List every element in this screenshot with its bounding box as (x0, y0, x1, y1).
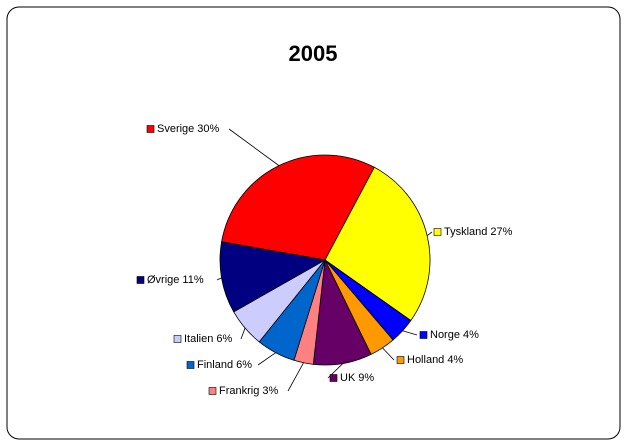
data-label: Norge 4% (430, 329, 479, 341)
category-label: Finland (197, 359, 233, 371)
category-label: Italien (184, 333, 213, 345)
value-label: 27% (490, 226, 512, 238)
legend-swatch (433, 228, 442, 236)
data-label: Øvrige 11% (147, 274, 204, 286)
leader-line (216, 277, 222, 281)
value-label: 6% (236, 359, 252, 371)
value-label: 6% (216, 333, 232, 345)
data-label: Finland 6% (197, 359, 252, 371)
data-label: UK 9% (340, 372, 374, 384)
pie-slice (324, 166, 431, 322)
category-label: Sverige (157, 123, 194, 135)
leader-line (257, 352, 276, 366)
leader-line (287, 362, 304, 392)
legend-swatch (136, 276, 145, 284)
category-label: Frankrig (219, 385, 259, 397)
data-label: Holland 4% (407, 354, 463, 366)
legend-swatch (419, 331, 428, 339)
chart-title: 2005 (289, 41, 338, 66)
legend-swatch (329, 374, 338, 382)
legend-swatch (146, 125, 155, 133)
category-label: Tyskland (444, 226, 487, 238)
category-label: Holland (407, 354, 444, 366)
leader-line (426, 231, 433, 236)
leader-line (240, 327, 246, 340)
legend-swatch (208, 387, 217, 395)
leader-line (382, 347, 395, 361)
category-label: Norge (430, 329, 460, 341)
legend-swatch (173, 335, 182, 343)
category-label: UK (340, 372, 356, 384)
value-label: 4% (463, 329, 479, 341)
value-label: 4% (447, 354, 463, 366)
data-label: Sverige 30% (157, 123, 220, 135)
value-label: 11% (182, 274, 203, 286)
data-label: Frankrig 3% (219, 385, 278, 397)
leader-line (228, 128, 280, 166)
data-label: Tyskland 27% (444, 226, 513, 238)
category-label: Øvrige (147, 274, 179, 286)
legend-swatch (396, 356, 405, 364)
value-label: 9% (358, 372, 374, 384)
leader-line (402, 330, 418, 336)
value-label: 3% (262, 385, 278, 397)
value-label: 30% (197, 123, 219, 135)
data-label: Italien 6% (184, 333, 232, 345)
pie-slice (219, 241, 327, 313)
legend-swatch (186, 361, 195, 369)
